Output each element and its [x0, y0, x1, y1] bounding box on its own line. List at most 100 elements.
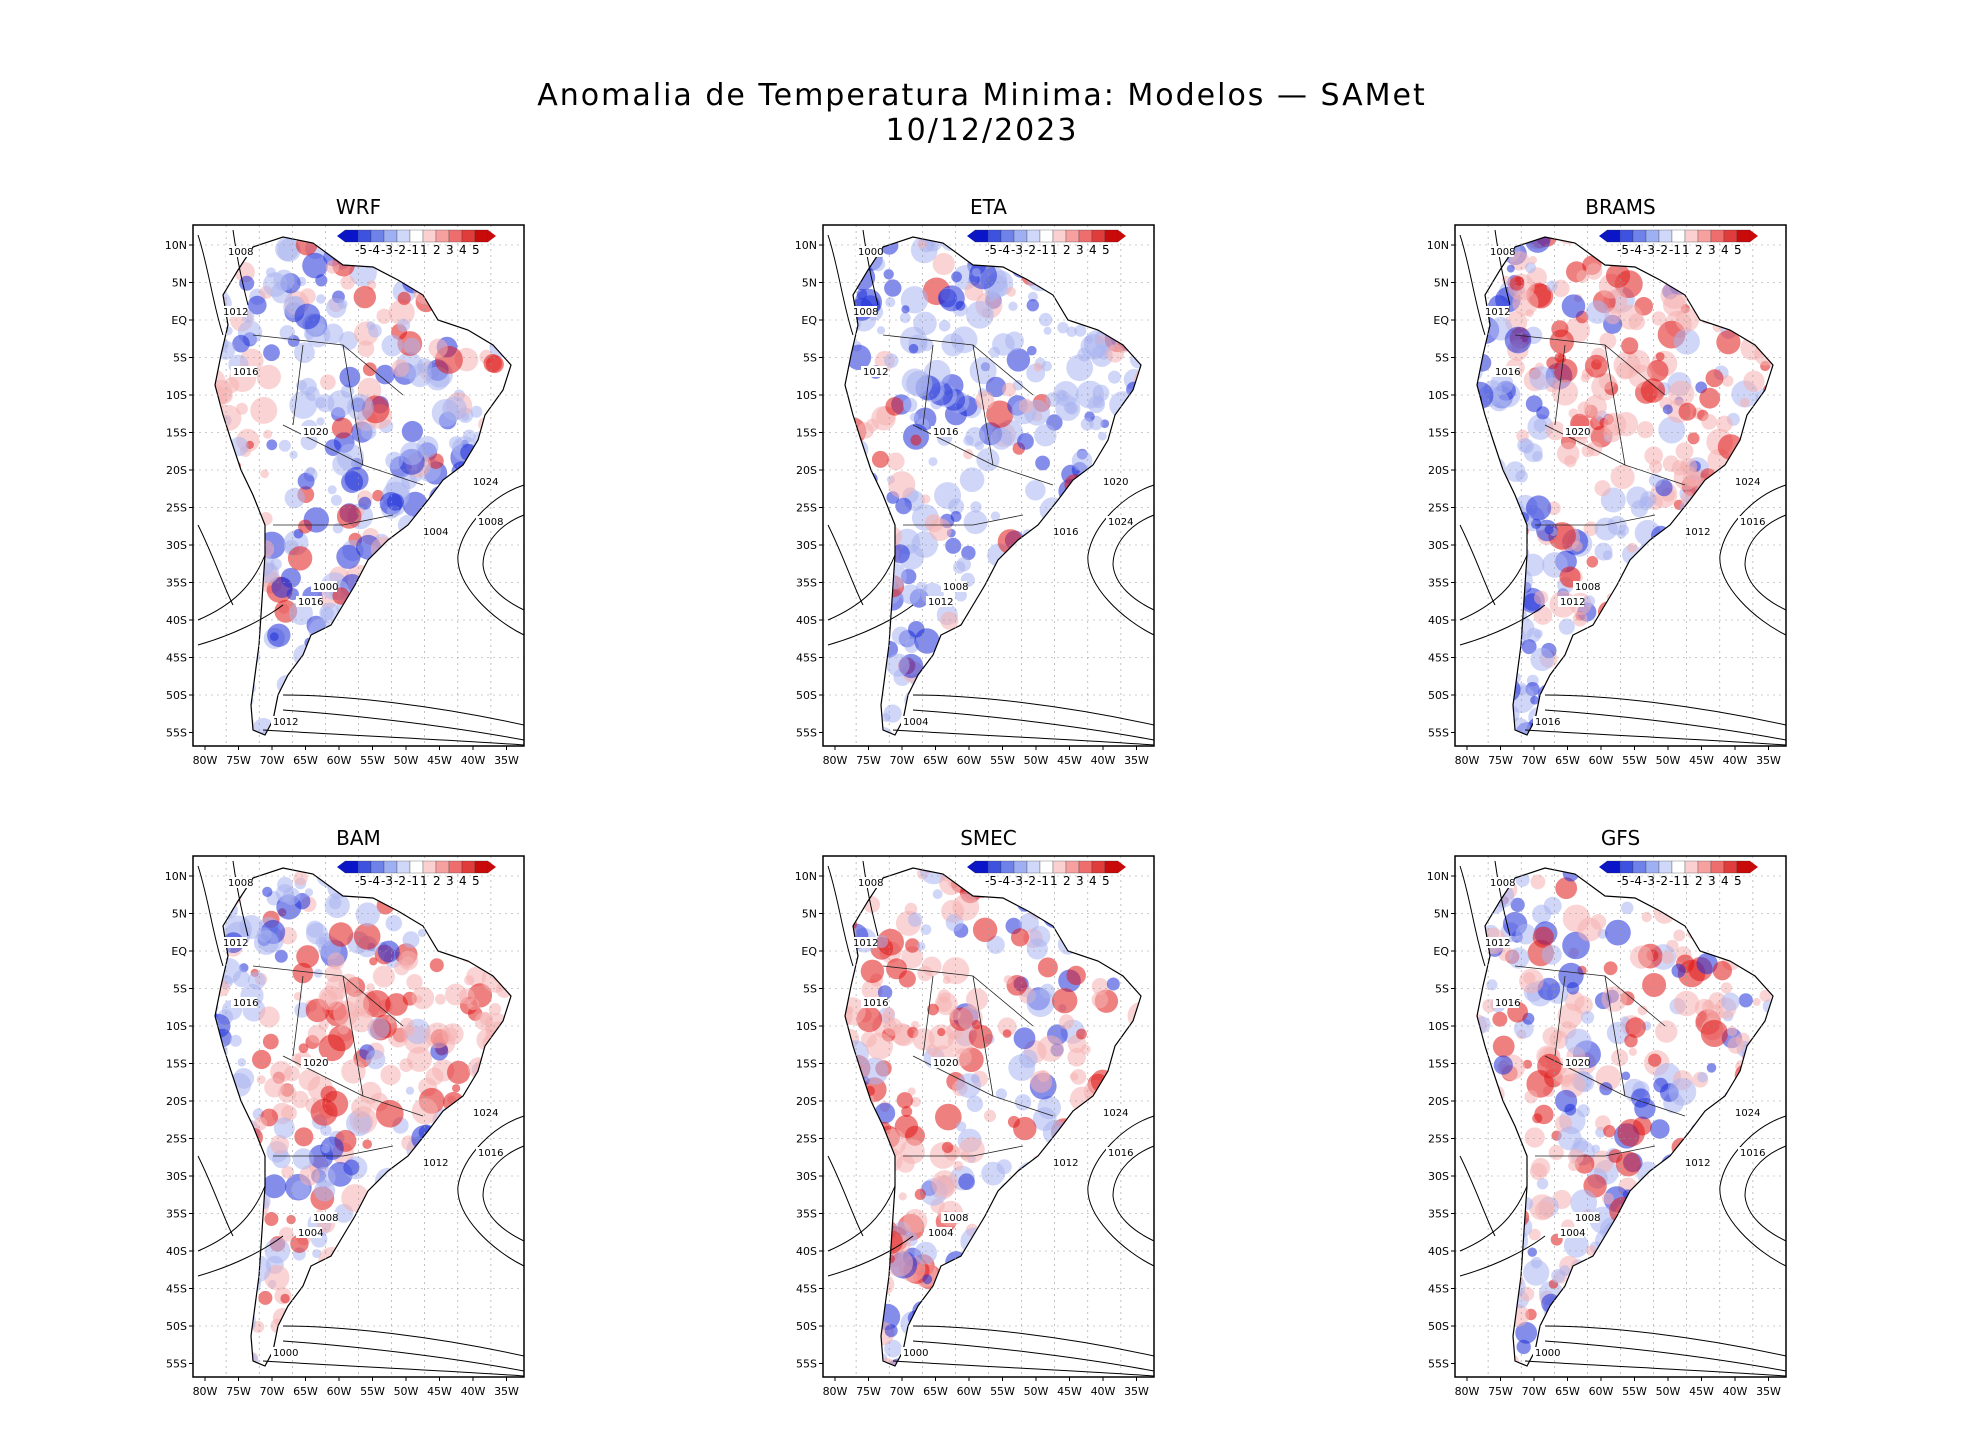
anomaly-cell — [1067, 1048, 1086, 1067]
anomaly-cell — [1495, 616, 1507, 627]
anomaly-cell — [1477, 1088, 1484, 1103]
isobar-label-bg — [421, 1157, 447, 1168]
anomaly-cell — [1742, 1248, 1757, 1263]
anomaly-cell — [411, 1246, 432, 1267]
colorbar: -5 -4 -3 -2 -1 1 2 3 4 5 — [337, 860, 496, 888]
anomaly-cell — [1529, 366, 1554, 390]
anomaly-cell — [263, 344, 280, 362]
anomaly-cell — [510, 1209, 511, 1227]
anomaly-cell — [215, 689, 235, 714]
anomaly-cell — [997, 1017, 1017, 1037]
anomaly-cell — [857, 1135, 880, 1158]
anomaly-cell — [1098, 1365, 1116, 1366]
anomaly-cell — [500, 592, 511, 603]
anomaly-cell — [403, 648, 425, 670]
isobar-label: 1004 — [928, 1228, 953, 1239]
anomaly-cell — [267, 623, 291, 647]
anomaly-cell — [1128, 492, 1141, 507]
colorbar-tick-label: 4 — [1721, 243, 1729, 257]
colorbar-tick-label: 4 — [459, 874, 467, 888]
map-svg: 1008101210161020102410081004100010161012… — [165, 224, 525, 767]
anomaly-cell — [1123, 544, 1138, 559]
lat-tick-label: 35S — [166, 577, 187, 590]
anomaly-cell — [312, 1249, 322, 1259]
anomaly-cell — [1630, 1287, 1651, 1308]
anomaly-cell — [1087, 395, 1105, 414]
anomaly-cell — [885, 297, 896, 308]
anomaly-cell — [846, 479, 866, 499]
anomaly-cell — [920, 670, 941, 690]
anomaly-cell — [1455, 620, 1477, 642]
isobar-label-bg — [1733, 476, 1759, 487]
anomaly-cell — [215, 252, 226, 279]
anomaly-cell — [1675, 442, 1694, 461]
anomaly-cell — [1502, 1309, 1512, 1319]
anomaly-cell — [1108, 589, 1120, 601]
anomaly-cell — [1513, 729, 1541, 735]
anomaly-cell — [395, 1265, 417, 1288]
anomaly-cell — [1114, 264, 1128, 278]
anomaly-cell — [1677, 667, 1691, 681]
anomaly-cell — [1558, 618, 1575, 635]
anomaly-cell — [485, 355, 504, 374]
anomaly-cell — [1693, 665, 1715, 687]
anomaly-cell — [972, 268, 981, 277]
anomaly-cell — [215, 1123, 216, 1140]
colorbar-arrow — [1599, 230, 1607, 242]
anomaly-cell — [437, 1118, 464, 1145]
anomaly-cell — [215, 868, 224, 881]
anomaly-cell — [1510, 897, 1525, 912]
colorbar-tick-label: 1 — [1050, 243, 1058, 257]
lat-tick-label: 10S — [796, 1020, 817, 1033]
anomaly-cell — [1060, 603, 1084, 626]
anomaly-cell — [1506, 649, 1516, 659]
anomaly-cell — [215, 1346, 224, 1366]
anomaly-cell — [997, 702, 1012, 717]
anomaly-cell — [1721, 992, 1740, 1011]
anomaly-cell — [1140, 658, 1141, 678]
anomaly-cell — [434, 733, 457, 735]
isobar-line — [262, 1360, 525, 1377]
anomaly-cell — [512, 942, 530, 960]
isobar-label: 1008 — [313, 1213, 338, 1224]
anomaly-cell — [845, 1191, 856, 1211]
anomaly-cell — [321, 1144, 330, 1154]
lat-tick-label: 10N — [1427, 239, 1449, 252]
anomaly-cell — [1709, 912, 1733, 936]
isobar-label-bg — [1533, 1347, 1559, 1358]
country-border — [1544, 1055, 1626, 1097]
anomaly-cell — [217, 704, 236, 723]
anomaly-cell — [370, 536, 397, 563]
isobar-line — [1087, 484, 1155, 636]
anomaly-cell — [1456, 267, 1469, 280]
anomaly-cell — [1130, 325, 1141, 349]
anomaly-cell — [1565, 1028, 1592, 1056]
anomaly-cell — [1581, 868, 1601, 869]
anomaly-cell — [1070, 1069, 1087, 1085]
map-area: 1008101210161020102410161012100810041000… — [192, 855, 530, 1378]
colorbar-swatch — [1710, 860, 1725, 874]
anomaly-cell — [1667, 1206, 1692, 1231]
isobar-label-bg — [926, 1227, 952, 1238]
anomaly-cell — [1644, 446, 1663, 465]
anomaly-cell — [1113, 1117, 1125, 1129]
colorbar: -5 -4 -3 -2 -1 1 2 3 4 5 — [1599, 229, 1758, 257]
anomaly-cell — [340, 275, 355, 290]
anomaly-cell — [1759, 1112, 1771, 1124]
anomaly-cell — [1030, 531, 1052, 554]
anomaly-cell — [913, 703, 925, 715]
anomaly-cell — [910, 1096, 921, 1108]
anomaly-cell — [331, 1303, 348, 1320]
anomaly-cell — [1716, 415, 1733, 432]
anomaly-cell — [377, 940, 400, 963]
anomaly-cell — [1697, 261, 1715, 280]
anomaly-cell — [334, 640, 346, 653]
anomaly-cell — [1044, 1220, 1062, 1238]
anomaly-cell — [1091, 649, 1104, 662]
country-border — [1554, 344, 1566, 426]
anomaly-cell — [365, 1049, 386, 1070]
anomaly-cell — [1060, 1190, 1070, 1200]
anomaly-cell — [1771, 296, 1773, 319]
anomaly-cell — [1655, 1020, 1678, 1043]
lat-tick-label: 15S — [166, 427, 187, 440]
